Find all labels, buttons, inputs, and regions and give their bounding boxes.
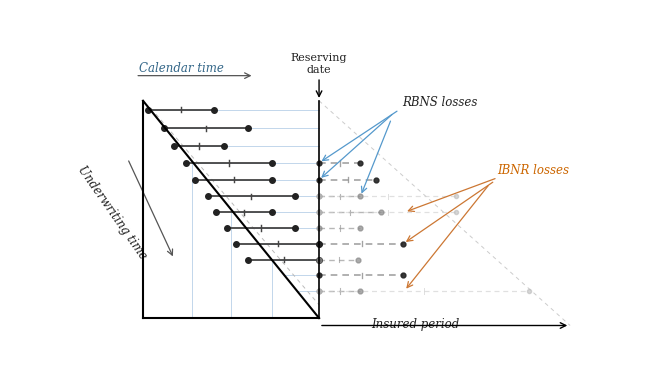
Text: Insured period: Insured period xyxy=(371,318,459,331)
Text: Reserving
date: Reserving date xyxy=(291,53,347,75)
Text: IBNR losses: IBNR losses xyxy=(498,164,570,177)
Text: Underwriting time: Underwriting time xyxy=(75,164,149,262)
Text: Calendar time: Calendar time xyxy=(140,62,224,75)
Text: RBNS losses: RBNS losses xyxy=(402,96,477,109)
